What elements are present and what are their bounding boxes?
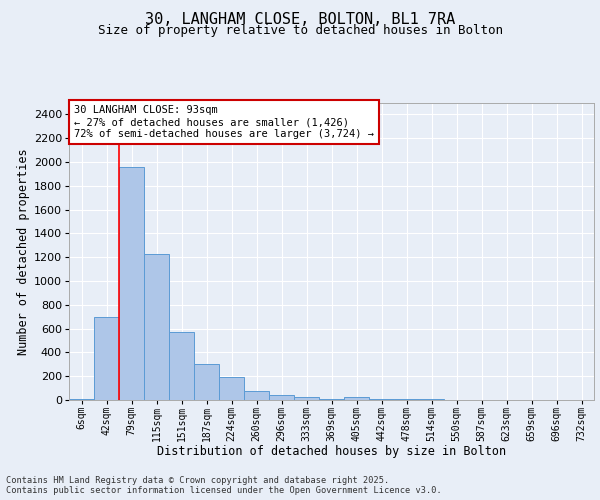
Bar bbox=[119, 167, 144, 400]
Bar bbox=[294, 396, 319, 400]
Bar bbox=[269, 395, 294, 400]
Bar bbox=[194, 364, 219, 400]
Bar bbox=[94, 316, 119, 400]
Bar bbox=[69, 399, 94, 400]
Text: 30 LANGHAM CLOSE: 93sqm
← 27% of detached houses are smaller (1,426)
72% of semi: 30 LANGHAM CLOSE: 93sqm ← 27% of detache… bbox=[74, 106, 374, 138]
Text: Size of property relative to detached houses in Bolton: Size of property relative to detached ho… bbox=[97, 24, 503, 37]
Bar bbox=[219, 377, 244, 400]
Bar bbox=[144, 254, 169, 400]
Bar bbox=[344, 396, 369, 400]
Text: Contains HM Land Registry data © Crown copyright and database right 2025.
Contai: Contains HM Land Registry data © Crown c… bbox=[6, 476, 442, 495]
Bar bbox=[244, 391, 269, 400]
Bar bbox=[169, 332, 194, 400]
Y-axis label: Number of detached properties: Number of detached properties bbox=[17, 148, 29, 354]
Text: 30, LANGHAM CLOSE, BOLTON, BL1 7RA: 30, LANGHAM CLOSE, BOLTON, BL1 7RA bbox=[145, 12, 455, 28]
X-axis label: Distribution of detached houses by size in Bolton: Distribution of detached houses by size … bbox=[157, 445, 506, 458]
